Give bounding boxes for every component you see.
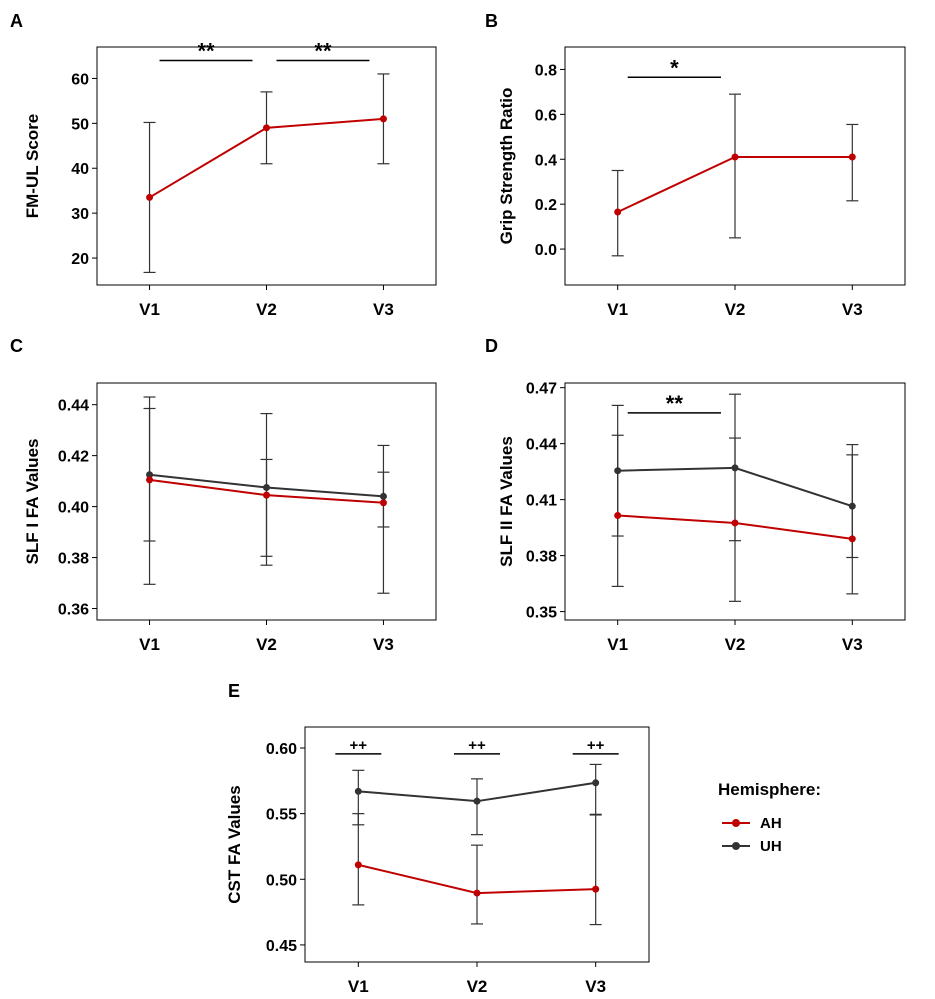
data-point [473, 889, 481, 897]
data-point [614, 511, 622, 519]
y-tick-label: 20 [71, 251, 89, 268]
y-tick-label: 40 [71, 161, 89, 178]
significance-label: ++ [350, 737, 368, 754]
y-axis-label: SLF I FA Values [23, 439, 42, 565]
legend: Hemisphere: AH UH [718, 780, 821, 855]
series-uh [352, 763, 602, 836]
y-axis-label: Grip Strength Ratio [497, 88, 516, 245]
data-point [848, 535, 856, 543]
significance-label: ++ [587, 737, 605, 754]
plot-frame [96, 46, 437, 286]
y-tick-label: 0.8 [535, 62, 557, 79]
x-tick-label: V2 [725, 300, 746, 319]
series-ah [611, 434, 859, 602]
y-tick-label: 60 [71, 71, 89, 88]
y-tick-label: 0.0 [535, 242, 557, 259]
y-axis-label: SLF II FA Values [497, 436, 516, 567]
y-tick-label: 0.47 [526, 381, 557, 398]
data-point [354, 787, 362, 795]
panel-label: E [228, 681, 240, 701]
x-tick-label: V2 [725, 635, 746, 654]
x-tick-label: V3 [373, 635, 394, 654]
legend-entry-ah: AH [722, 815, 782, 832]
y-tick-label: 0.38 [526, 549, 557, 566]
significance-label: ** [197, 38, 215, 63]
y-axis-label: FM-UL Score [23, 114, 42, 219]
significance-label: ++ [468, 737, 486, 754]
x-tick-label: V1 [607, 635, 628, 654]
y-tick-label: 0.60 [266, 741, 297, 758]
significance-label: * [670, 55, 679, 80]
series-ah [611, 93, 859, 257]
data-point [473, 797, 481, 805]
panel-label: C [10, 336, 23, 356]
data-point [263, 491, 270, 499]
x-tick-label: V2 [467, 977, 488, 996]
y-tick-label: 0.35 [526, 605, 557, 622]
x-tick-label: V2 [256, 635, 277, 654]
panel-a: A FM-UL Score 20 30 40 50 60 V1 V2 V3 ** ** [10, 11, 437, 319]
data-point [354, 861, 362, 869]
panel-e: E CST FA Values 0.45 0.50 0.55 0.60 V1 V2 V3 ++ ++… [225, 681, 650, 996]
significance-label: ** [666, 391, 684, 416]
y-tick-label: 0.44 [58, 398, 89, 415]
data-point [263, 124, 270, 132]
series-ah [143, 73, 390, 274]
panel-c: C SLF I FA Values 0.36 0.38 0.40 0.42 0.44 V1 V2… [10, 336, 437, 654]
legend-marker [732, 842, 740, 850]
data-point [379, 115, 387, 123]
plot-frame [304, 726, 650, 963]
data-point [731, 153, 739, 161]
panel-b: B Grip Strength Ratio 0.0 0.2 0.4 0.6 0.8 V1 V2 V… [485, 11, 906, 319]
y-axis-label: CST FA Values [225, 785, 244, 903]
data-point [592, 885, 600, 893]
significance-label: ** [314, 38, 332, 63]
y-tick-label: 0.41 [526, 493, 557, 510]
y-tick-label: 0.2 [535, 197, 557, 214]
legend-title: Hemisphere: [718, 780, 821, 799]
panel-label: D [485, 336, 498, 356]
legend-label: UH [760, 838, 782, 855]
y-tick-label: 0.38 [58, 551, 89, 568]
y-tick-label: 0.50 [266, 872, 297, 889]
data-point [379, 499, 387, 507]
legend-marker [732, 819, 740, 827]
legend-label: AH [760, 815, 782, 832]
y-tick-label: 50 [71, 116, 89, 133]
x-tick-label: V1 [607, 300, 628, 319]
y-tick-label: 0.55 [266, 807, 297, 824]
x-tick-label: V1 [348, 977, 369, 996]
y-tick-label: 0.4 [535, 152, 557, 169]
data-point [614, 208, 622, 216]
x-tick-label: V1 [139, 635, 160, 654]
panel-label: A [10, 11, 23, 31]
y-tick-label: 0.44 [526, 437, 557, 454]
data-point [731, 519, 739, 527]
x-tick-label: V3 [373, 300, 394, 319]
y-tick-label: 0.40 [58, 500, 89, 517]
data-point [592, 779, 600, 787]
data-point [848, 153, 856, 161]
series-ah [143, 396, 390, 594]
y-tick-label: 30 [71, 206, 89, 223]
x-tick-label: V3 [585, 977, 606, 996]
x-tick-label: V3 [842, 635, 863, 654]
x-tick-label: V1 [139, 300, 160, 319]
x-tick-label: V3 [842, 300, 863, 319]
x-tick-label: V2 [256, 300, 277, 319]
data-point [146, 193, 154, 201]
panel-d: D SLF II FA Values 0.35 0.38 0.41 0.44 0.47 V1 V… [485, 336, 906, 654]
y-tick-label: 0.36 [58, 602, 89, 619]
data-point [146, 476, 154, 484]
y-tick-label: 0.45 [266, 938, 297, 955]
legend-entry-uh: UH [722, 838, 782, 855]
panel-label: B [485, 11, 498, 31]
y-tick-label: 0.42 [58, 449, 89, 466]
series-ah [352, 813, 602, 926]
y-tick-label: 0.6 [535, 107, 557, 124]
